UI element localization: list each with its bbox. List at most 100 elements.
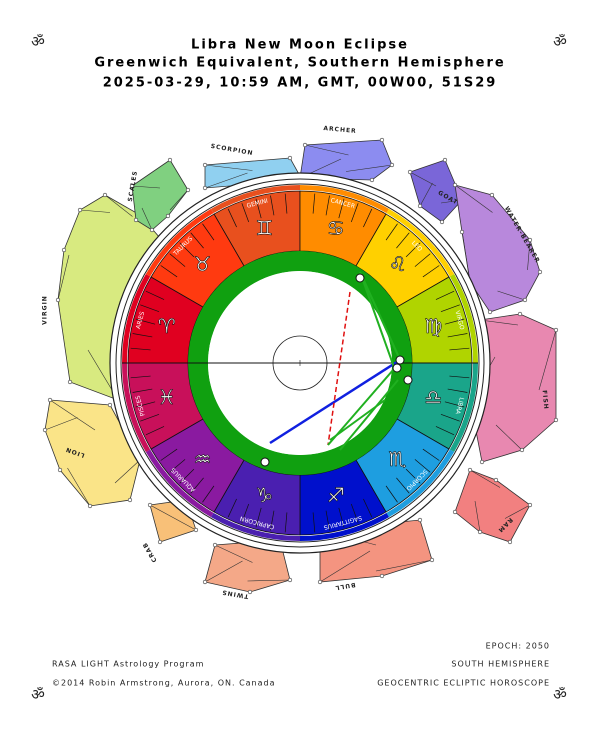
- constellation-label: SCORPION: [210, 143, 254, 157]
- sign-tick: [449, 375, 470, 379]
- star-line: [474, 500, 481, 533]
- star-line: [419, 182, 433, 207]
- sign-tick: [145, 290, 165, 300]
- epoch: EPOCH: 2050: [486, 642, 550, 651]
- star-line: [495, 424, 523, 451]
- star: [57, 467, 63, 473]
- star-line: [454, 184, 493, 213]
- planet-marker: [395, 355, 405, 365]
- star: [467, 467, 473, 473]
- star: [517, 311, 523, 317]
- star: [477, 529, 483, 535]
- sign-band: [300, 512, 389, 541]
- star-line: [149, 504, 174, 518]
- star: [157, 539, 163, 545]
- sign-tick: [270, 195, 275, 216]
- star: [202, 579, 208, 585]
- star: [107, 402, 113, 408]
- constellation-label: ARCHER: [323, 125, 357, 135]
- star: [527, 502, 533, 508]
- sign-tick: [140, 413, 160, 422]
- star: [147, 502, 153, 508]
- star: [87, 503, 93, 509]
- sign-band: [386, 449, 455, 518]
- sign-glyph: ♏: [389, 447, 407, 471]
- corner-symbol: ॐ: [553, 686, 567, 704]
- sign-tick: [363, 208, 373, 228]
- star-line: [319, 550, 371, 583]
- sign-tick: [241, 203, 250, 223]
- star: [61, 247, 67, 253]
- program: RASA LIGHT Astrology Program: [52, 660, 204, 669]
- star-line: [169, 189, 189, 211]
- aspect-line: [269, 358, 401, 445]
- sign-band: [211, 512, 300, 541]
- sign-glyph: ♍: [424, 314, 442, 338]
- sign-tick: [350, 503, 359, 523]
- sign-tick: [270, 510, 275, 531]
- sign-band: [145, 449, 214, 518]
- sign-tick: [440, 304, 460, 313]
- star: [212, 542, 218, 548]
- planet-marker: [403, 375, 413, 385]
- sign-tick: [385, 485, 398, 503]
- star-line: [131, 185, 161, 189]
- star: [317, 579, 323, 585]
- sign-tick: [145, 426, 165, 436]
- star: [527, 237, 533, 243]
- sign-tick: [255, 198, 262, 219]
- star-line: [49, 399, 96, 431]
- star: [287, 155, 293, 161]
- star: [417, 203, 423, 209]
- star: [389, 162, 395, 168]
- star: [127, 497, 133, 503]
- sign-tick: [422, 265, 440, 278]
- star: [379, 137, 385, 143]
- aspect-line: [329, 399, 386, 441]
- sign-tick: [414, 459, 431, 473]
- sign-tick: [140, 304, 160, 313]
- sign-tick: [255, 507, 262, 528]
- star-line: [141, 207, 153, 231]
- sign-tick: [190, 232, 204, 249]
- star-line: [479, 319, 519, 326]
- sign-tick: [435, 290, 455, 300]
- star: [202, 162, 208, 168]
- sign-name: LIBRA: [454, 396, 465, 415]
- star: [439, 219, 445, 225]
- star: [129, 183, 135, 189]
- corner-symbol: ॐ: [31, 686, 45, 704]
- sign-tick: [169, 253, 186, 267]
- sign-tick: [132, 333, 153, 338]
- star: [42, 427, 48, 433]
- constellation-label: FISH: [541, 390, 550, 410]
- sign-tick: [396, 477, 410, 494]
- star-line: [304, 144, 349, 156]
- star-line: [172, 517, 197, 531]
- star: [479, 459, 485, 465]
- sign-tick: [160, 448, 178, 461]
- sign-tick: [435, 426, 455, 436]
- star: [429, 557, 435, 563]
- wheel: GEMINI♊CANCER♋LEO♌VIRGO♍LIBRA♎SCORPIO♏SA…: [109, 172, 491, 554]
- star: [442, 157, 448, 163]
- sign-glyph: ♐: [327, 483, 345, 507]
- planet-marker: [392, 363, 402, 373]
- star-line: [214, 544, 253, 563]
- star: [452, 509, 458, 515]
- star-line: [114, 459, 141, 484]
- star: [193, 527, 199, 533]
- sign-tick: [414, 253, 431, 267]
- hemisphere: SOUTH HEMISPHERE: [451, 660, 550, 669]
- star: [507, 539, 513, 545]
- star: [165, 213, 171, 219]
- star: [459, 229, 465, 235]
- sign-tick: [135, 318, 156, 325]
- planet-marker: [355, 273, 365, 283]
- mode: GEOCENTRIC ECLIPTIC HOROSCOPE: [377, 679, 550, 688]
- sign-tick: [227, 208, 237, 228]
- outer-ring: [115, 178, 485, 548]
- aspect-line: [339, 379, 399, 451]
